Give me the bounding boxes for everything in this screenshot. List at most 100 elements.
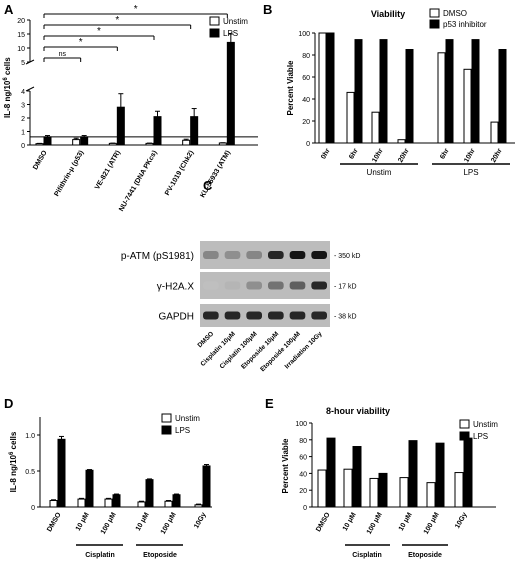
bar-lps xyxy=(172,494,181,508)
blot-band xyxy=(224,251,241,259)
blot-band xyxy=(203,251,219,259)
molecular-weight-label: - 38 kD xyxy=(334,314,357,321)
blot-row-label: GAPDH xyxy=(158,312,194,323)
y-tick-label: 20 xyxy=(17,18,25,25)
blot-band xyxy=(203,281,219,290)
legend-label: LPS xyxy=(175,426,190,435)
bar-unstim xyxy=(49,500,58,508)
legend-label: Unstim xyxy=(473,420,498,429)
bar-dmso xyxy=(490,121,499,144)
x-tick-label: 100 μM xyxy=(423,511,441,535)
bar-lps xyxy=(145,479,154,508)
x-tick-label: 20hr xyxy=(490,147,504,164)
bar-unstim xyxy=(426,482,436,508)
bar-unstim xyxy=(108,142,117,146)
panel-letter-a: A xyxy=(4,2,14,17)
x-tick-label: 100 μM xyxy=(366,511,384,535)
y-tick-label: 4 xyxy=(21,89,25,96)
y-tick-label: 2 xyxy=(21,116,25,123)
bar-dmso xyxy=(463,68,472,144)
legend-swatch-unstim xyxy=(209,16,220,26)
panel-letter-c: C xyxy=(203,178,213,193)
panel-e-chart: 8-hour viability 0 20 40 60 80 100 Percent Viab… xyxy=(281,406,498,559)
bar-p53-inhibitor xyxy=(445,39,454,144)
panel-letter-b: B xyxy=(263,2,272,17)
bar-unstim xyxy=(369,477,379,508)
bar-lps xyxy=(378,472,388,508)
x-tick-label: Pifithrin-μ (p53) xyxy=(53,150,85,198)
bar-lps xyxy=(116,106,125,146)
bar-dmso xyxy=(397,139,406,144)
y-tick-label: 15 xyxy=(17,32,25,39)
bar-p53-inhibitor xyxy=(326,32,335,144)
blot-band xyxy=(289,281,306,290)
y-tick-label: 20 xyxy=(299,488,307,495)
blot-row-label: p-ATM (pS1981) xyxy=(121,251,194,262)
x-tick-label: DMSO xyxy=(32,149,49,171)
legend-label: Unstim xyxy=(223,17,248,26)
x-tick-label: NU-7441 (DNA PKcs) xyxy=(118,150,159,213)
bar-lps xyxy=(202,465,211,508)
blot-band xyxy=(289,251,306,259)
x-tick-label: 10hr xyxy=(371,147,385,164)
legend-label: LPS xyxy=(223,29,238,38)
blot-band xyxy=(246,251,262,259)
bar-lps xyxy=(326,437,336,508)
blot-row-label: γ-H2A.X xyxy=(157,282,195,293)
y-axis-label: Percent Viable xyxy=(286,60,295,116)
bar-unstim xyxy=(72,139,81,146)
bar-lps xyxy=(80,136,89,146)
x-tick-label: 10 μM xyxy=(342,511,358,532)
panel-a-chart: 0 1 2 3 4 5 10 15 20 IL-8 ng/106 cells DMSO Pifithr… xyxy=(3,4,258,213)
significance-label: * xyxy=(79,37,83,48)
panel-letter-d: D xyxy=(4,396,13,411)
bar-unstim xyxy=(104,498,113,508)
group-label: Etoposide xyxy=(143,552,177,559)
bar-dmso xyxy=(346,91,355,144)
bar-unstim xyxy=(137,501,146,508)
y-tick-label: 5 xyxy=(21,60,25,67)
bar-lps xyxy=(190,116,199,146)
lane-label: Irradiation 10Gy xyxy=(284,330,324,370)
group-label: LPS xyxy=(463,168,478,177)
blot-band xyxy=(268,251,284,259)
axis-break-mark xyxy=(25,86,35,92)
bar-unstim xyxy=(317,469,327,508)
panel-letter-e: E xyxy=(265,396,274,411)
x-tick-label: 6hr xyxy=(348,147,360,160)
bar-unstim xyxy=(399,477,409,508)
panel-b-chart: Viability 0 20 40 60 80 100 Percent Viable 0hr 6h… xyxy=(286,8,515,177)
bar-lps xyxy=(408,440,418,508)
bar-p53-inhibitor xyxy=(471,39,480,144)
blot-band xyxy=(268,281,284,290)
bar-p53-inhibitor xyxy=(354,39,363,144)
y-tick-label: 0 xyxy=(21,143,25,150)
legend-label: LPS xyxy=(473,432,488,441)
bar-lps xyxy=(43,136,52,146)
legend-swatch-unstim xyxy=(459,419,470,429)
y-tick-label: 80 xyxy=(302,53,310,60)
bar-lps xyxy=(352,446,362,508)
significance-label: ns xyxy=(59,51,67,58)
legend-swatch-p53-inhibitor xyxy=(429,19,440,29)
x-tick-label: 10hr xyxy=(463,147,477,164)
bar-lps xyxy=(463,437,473,508)
panel-d-chart: 0 0.5 1.0 IL-8 ng/106 cells DMSO 10 μM 100 μM 1… xyxy=(9,413,212,559)
x-tick-label: 6hr xyxy=(439,147,451,160)
group-label: Unstim xyxy=(367,168,392,177)
bar-unstim xyxy=(194,504,203,508)
legend-swatch-lps xyxy=(209,28,220,38)
blot-strip xyxy=(200,241,330,269)
x-tick-label: DMSO xyxy=(46,511,63,533)
group-label: Cisplatin xyxy=(85,552,115,559)
blot-strip xyxy=(200,272,330,299)
bar-unstim xyxy=(77,498,86,508)
y-tick-label: 100 xyxy=(298,31,310,38)
legend-swatch-dmso xyxy=(429,8,440,18)
molecular-weight-label: - 350 kD xyxy=(334,253,360,260)
y-tick-label: 100 xyxy=(295,421,307,428)
x-tick-label: 0hr xyxy=(320,147,332,160)
legend-swatch-unstim xyxy=(161,413,172,423)
bar-p53-inhibitor xyxy=(405,49,414,144)
